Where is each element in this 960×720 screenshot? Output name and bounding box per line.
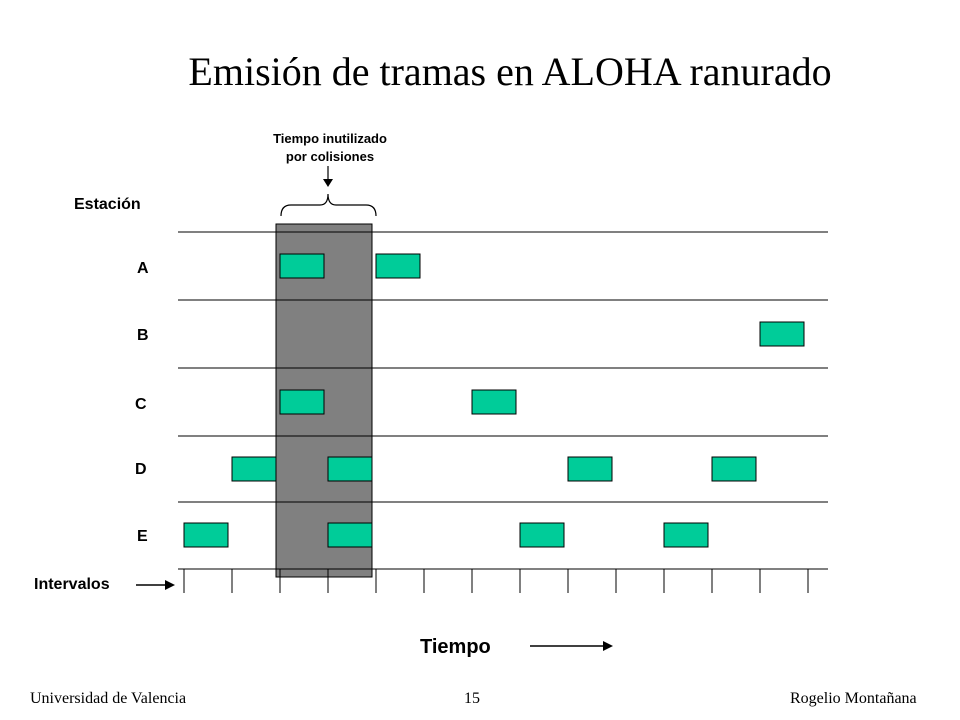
time-label: Tiempo: [420, 636, 491, 658]
station-label-d: D: [135, 461, 147, 478]
station-axis-label: Estación: [74, 196, 141, 213]
intervals-arrowhead: [165, 580, 175, 590]
slide-title: Emisión de tramas en ALOHA ranurado: [188, 49, 832, 94]
frame-d-slot-11: [711, 456, 757, 482]
station-label-c: C: [135, 396, 147, 413]
frame-d-slot-1: [231, 456, 277, 482]
collision-brace: [280, 193, 377, 217]
station-label-a: A: [137, 260, 149, 277]
footer-page-number: 15: [464, 690, 480, 707]
frame-e-slot-0: [183, 522, 229, 548]
annotation-line-2: por colisiones: [285, 149, 375, 164]
frame-e-slot-7: [519, 522, 565, 548]
annotation-line-1: Tiempo inutilizado: [273, 131, 387, 146]
frame-a-slot-2: [279, 253, 325, 279]
collision-annotation: Tiempo inutilizado por colisiones: [230, 130, 430, 166]
footer-right: Rogelio Montañana: [790, 690, 917, 707]
station-label-b: B: [137, 327, 149, 344]
time-arrowhead: [603, 641, 613, 651]
frame-c-slot-6: [471, 389, 517, 415]
frame-c-slot-2: [279, 389, 325, 415]
frame-a-slot-4: [375, 253, 421, 279]
footer-left: Universidad de Valencia: [30, 690, 187, 707]
intervals-label: Intervalos: [34, 576, 110, 593]
station-label-e: E: [137, 528, 148, 545]
frame-e-slot-10: [663, 522, 709, 548]
annotation-arrowhead: [323, 179, 333, 187]
frame-d-slot-3: [327, 456, 373, 482]
frame-b-slot-12: [759, 321, 805, 347]
frame-d-slot-8: [567, 456, 613, 482]
frame-e-slot-3: [327, 522, 373, 548]
